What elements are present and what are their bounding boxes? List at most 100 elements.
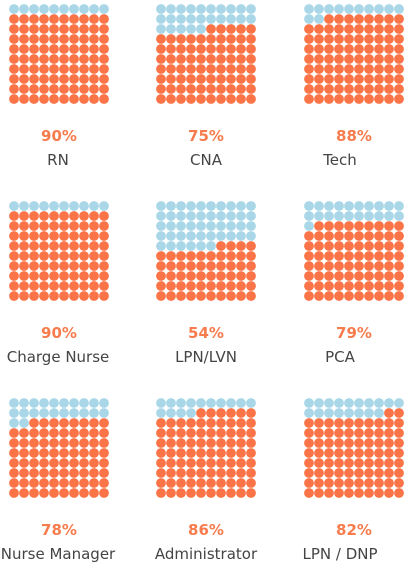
- waffle-unit-empty: [246, 201, 256, 211]
- category-label-pca: PCA: [325, 348, 355, 366]
- waffle-unit-filled: [226, 64, 236, 74]
- waffle-unit-filled: [49, 24, 59, 34]
- waffle-unit-filled: [226, 408, 236, 418]
- waffle-unit-filled: [384, 74, 394, 84]
- waffle-unit-filled: [186, 54, 196, 64]
- waffle-unit-filled: [49, 84, 59, 94]
- waffle-unit-filled: [29, 261, 39, 271]
- waffle-unit-filled: [246, 438, 256, 448]
- waffle-unit-filled: [19, 488, 29, 498]
- waffle-unit-empty: [99, 4, 109, 14]
- waffle-unit-filled: [156, 291, 166, 301]
- waffle-unit-filled: [79, 488, 89, 498]
- waffle-unit-filled: [49, 211, 59, 221]
- waffle-unit-filled: [206, 24, 216, 34]
- waffle-unit-filled: [186, 44, 196, 54]
- waffle-unit-filled: [69, 478, 79, 488]
- waffle-unit-filled: [384, 418, 394, 428]
- waffle-unit-filled: [19, 211, 29, 221]
- waffle-unit-filled: [29, 241, 39, 251]
- waffle-unit-filled: [196, 458, 206, 468]
- waffle-unit-filled: [206, 281, 216, 291]
- waffle-unit-filled: [344, 271, 354, 281]
- waffle-unit-filled: [166, 418, 176, 428]
- percent-label-administrator: 86%: [188, 521, 224, 539]
- waffle-unit-filled: [246, 74, 256, 84]
- waffle-unit-filled: [89, 291, 99, 301]
- waffle-unit-empty: [39, 408, 49, 418]
- waffle-unit-filled: [176, 281, 186, 291]
- waffle-unit-empty: [29, 398, 39, 408]
- waffle-unit-filled: [236, 64, 246, 74]
- waffle-unit-filled: [324, 251, 334, 261]
- waffle-unit-empty: [354, 408, 364, 418]
- waffle-unit-filled: [39, 34, 49, 44]
- category-label-lpn-lvn: LPN/LVN: [175, 348, 237, 366]
- waffle-unit-empty: [364, 408, 374, 418]
- waffle-unit-empty: [334, 201, 344, 211]
- waffle-unit-filled: [59, 458, 69, 468]
- waffle-unit-filled: [69, 281, 79, 291]
- waffle-unit-empty: [304, 14, 314, 24]
- waffle-unit-filled: [176, 428, 186, 438]
- waffle-unit-empty: [394, 201, 404, 211]
- waffle-unit-filled: [334, 54, 344, 64]
- waffle-unit-filled: [314, 428, 324, 438]
- waffle-unit-empty: [324, 201, 334, 211]
- waffle-unit-filled: [226, 428, 236, 438]
- waffle-unit-filled: [196, 261, 206, 271]
- waffle-unit-filled: [236, 418, 246, 428]
- waffle-unit-filled: [344, 488, 354, 498]
- waffle-unit-filled: [354, 251, 364, 261]
- waffle-unit-filled: [89, 428, 99, 438]
- waffle-unit-filled: [334, 428, 344, 438]
- waffle-unit-filled: [99, 84, 109, 94]
- waffle-unit-filled: [19, 478, 29, 488]
- waffle-unit-filled: [206, 251, 216, 261]
- waffle-unit-empty: [344, 4, 354, 14]
- waffle-unit-empty: [304, 408, 314, 418]
- waffle-unit-empty: [226, 4, 236, 14]
- waffle-unit-filled: [344, 438, 354, 448]
- waffle-unit-filled: [29, 84, 39, 94]
- waffle-unit-filled: [206, 54, 216, 64]
- waffle-unit-empty: [29, 201, 39, 211]
- waffle-unit-filled: [314, 438, 324, 448]
- waffle-unit-filled: [394, 438, 404, 448]
- waffle-unit-filled: [196, 251, 206, 261]
- waffle-unit-filled: [89, 488, 99, 498]
- waffle-unit-filled: [384, 54, 394, 64]
- waffle-unit-filled: [99, 478, 109, 488]
- waffle-unit-filled: [99, 221, 109, 231]
- waffle-unit-filled: [19, 94, 29, 104]
- waffle-unit-filled: [99, 34, 109, 44]
- waffle-unit-filled: [156, 468, 166, 478]
- percent-label-lpn-lvn: 54%: [188, 324, 224, 342]
- waffle-unit-filled: [156, 74, 166, 84]
- waffle-unit-filled: [196, 74, 206, 84]
- waffle-unit-filled: [394, 488, 404, 498]
- waffle-unit-filled: [49, 64, 59, 74]
- waffle-unit-filled: [89, 231, 99, 241]
- waffle-unit-filled: [334, 418, 344, 428]
- waffle-unit-filled: [246, 468, 256, 478]
- waffle-unit-filled: [374, 251, 384, 261]
- waffle-unit-filled: [354, 94, 364, 104]
- waffle-unit-filled: [156, 448, 166, 458]
- waffle-unit-empty: [156, 398, 166, 408]
- waffle-unit-empty: [384, 201, 394, 211]
- waffle-unit-empty: [216, 398, 226, 408]
- waffle-unit-filled: [156, 261, 166, 271]
- waffle-unit-empty: [89, 398, 99, 408]
- waffle-unit-empty: [354, 201, 364, 211]
- waffle-unit-filled: [354, 291, 364, 301]
- waffle-unit-filled: [39, 64, 49, 74]
- waffle-unit-filled: [216, 428, 226, 438]
- waffle-unit-filled: [19, 458, 29, 468]
- waffle-unit-filled: [49, 261, 59, 271]
- waffle-unit-filled: [186, 251, 196, 261]
- waffle-unit-filled: [384, 14, 394, 24]
- waffle-unit-filled: [59, 438, 69, 448]
- waffle-unit-filled: [29, 24, 39, 34]
- waffle-unit-filled: [9, 94, 19, 104]
